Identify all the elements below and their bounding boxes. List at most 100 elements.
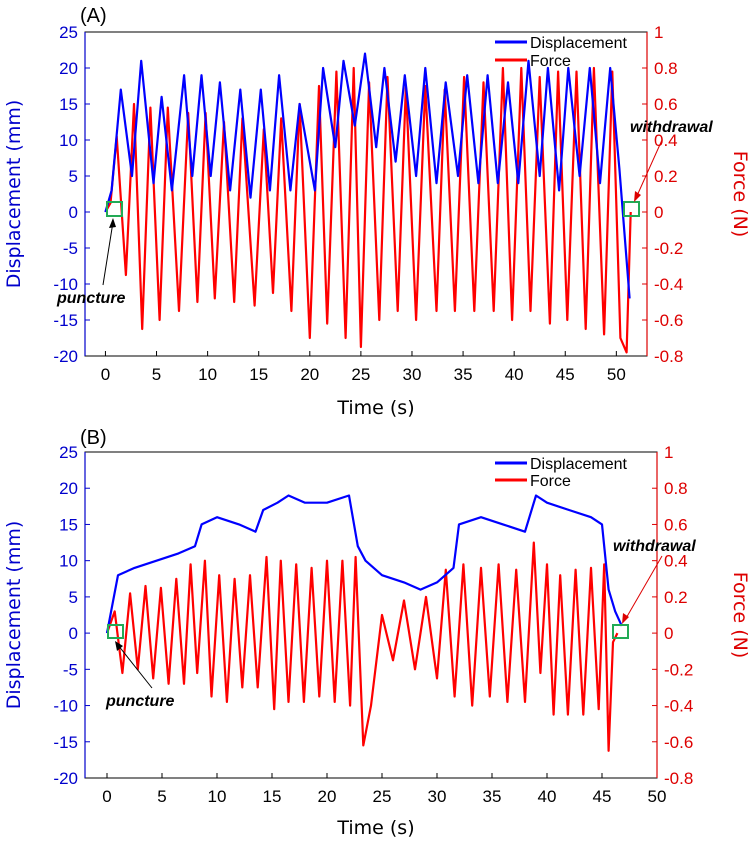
series-line-displacement bbox=[104, 52, 631, 299]
plot-frame bbox=[84, 451, 658, 779]
right-tick-label: 0.4 bbox=[664, 552, 688, 571]
right-tick-label: 0.8 bbox=[664, 479, 688, 498]
right-tick-label: -0.8 bbox=[654, 347, 683, 366]
puncture-marker bbox=[107, 624, 124, 639]
right-tick-label: 0 bbox=[654, 203, 663, 222]
puncture-label: puncture bbox=[105, 693, 175, 710]
annotation-withdrawal: withdrawal bbox=[612, 538, 696, 639]
x-tick-label: 40 bbox=[538, 787, 557, 806]
x-tick-label: 50 bbox=[648, 787, 667, 806]
left-tick-label: -20 bbox=[53, 769, 78, 788]
x-tick-label: 5 bbox=[157, 787, 166, 806]
withdrawal-label: withdrawal bbox=[613, 538, 696, 555]
withdrawal-label: withdrawal bbox=[630, 119, 713, 136]
puncture-arrow-head bbox=[109, 218, 116, 228]
x-tick-label: 30 bbox=[428, 787, 447, 806]
x-tick-label: 35 bbox=[483, 787, 502, 806]
left-tick-label: 20 bbox=[59, 479, 78, 498]
x-tick-label: 15 bbox=[263, 787, 282, 806]
left-tick-label: -10 bbox=[53, 275, 78, 294]
puncture-marker bbox=[106, 201, 123, 217]
right-tick-label: 1 bbox=[664, 443, 673, 462]
x-tick-label: 15 bbox=[249, 365, 268, 384]
puncture-arrow bbox=[117, 644, 153, 689]
x-tick-label: 40 bbox=[505, 365, 524, 384]
legend: Displacement Force bbox=[495, 456, 627, 490]
right-tick-label: -0.2 bbox=[664, 660, 693, 679]
series-line-force bbox=[105, 541, 619, 752]
series-line-force bbox=[104, 66, 632, 354]
left-tick-label: 15 bbox=[59, 515, 78, 534]
y-axis-label-right: Force (N) bbox=[729, 572, 751, 658]
right-tick-label: 1 bbox=[654, 23, 663, 42]
right-tick-label: -0.6 bbox=[654, 311, 683, 330]
legend-label-force: Force bbox=[530, 473, 571, 490]
left-tick-label: 0 bbox=[69, 203, 78, 222]
left-tick-label: 25 bbox=[59, 443, 78, 462]
puncture-arrow bbox=[102, 221, 114, 286]
annotation-puncture: puncture bbox=[105, 624, 175, 710]
right-tick-label: 0.2 bbox=[664, 588, 688, 607]
right-tick-label: 0.6 bbox=[654, 95, 678, 114]
x-tick-labels: 0 5 10 15 20 25 30 35 40 45 50 bbox=[101, 351, 626, 384]
panel-label: (B) bbox=[80, 427, 107, 449]
left-tick-label: -10 bbox=[53, 697, 78, 716]
series-line-displacement bbox=[105, 494, 623, 634]
left-tick-label: -15 bbox=[53, 733, 78, 752]
left-tick-label: 0 bbox=[69, 624, 78, 643]
puncture-arrow-head bbox=[115, 641, 123, 651]
left-tick-label: -5 bbox=[63, 660, 78, 679]
legend-label-displacement: Displacement bbox=[530, 35, 627, 52]
right-tick-label: 0.6 bbox=[664, 515, 688, 534]
withdrawal-arrow bbox=[635, 139, 663, 199]
series-layer bbox=[105, 494, 623, 752]
left-tick-labels: -20 -15 -10 -5 0 5 10 15 20 25 bbox=[53, 23, 90, 366]
withdrawal-marker bbox=[612, 624, 629, 639]
y-axis-label-left: Displacement (mm) bbox=[3, 100, 25, 289]
x-tick-label: 50 bbox=[607, 365, 626, 384]
x-tick-label: 45 bbox=[556, 365, 575, 384]
right-tick-label: 0 bbox=[664, 624, 673, 643]
x-tick-label: 20 bbox=[300, 365, 319, 384]
left-tick-labels: -20 -15 -10 -5 0 5 10 15 20 25 bbox=[53, 443, 90, 788]
panel-label: (A) bbox=[80, 5, 107, 27]
puncture-label: puncture bbox=[56, 290, 126, 307]
x-tick-label: 0 bbox=[102, 787, 111, 806]
right-tick-label: -0.8 bbox=[664, 769, 693, 788]
left-tick-label: 10 bbox=[59, 552, 78, 571]
x-tick-label: 25 bbox=[351, 365, 370, 384]
annotation-withdrawal: withdrawal bbox=[623, 119, 713, 217]
x-tick-label: 30 bbox=[403, 365, 422, 384]
right-tick-label: 0.2 bbox=[654, 167, 678, 186]
x-tick-label: 10 bbox=[208, 787, 227, 806]
withdrawal-arrow-head bbox=[634, 191, 641, 202]
x-tick-label: 35 bbox=[454, 365, 473, 384]
right-tick-label: -0.4 bbox=[654, 275, 683, 294]
left-tick-label: 10 bbox=[59, 131, 78, 150]
withdrawal-arrow-head bbox=[622, 613, 629, 624]
right-tick-labels: -0.8-0.6-0.4-0.200.20.40.60.81 bbox=[642, 23, 683, 366]
y-axis-label-left: Displacement (mm) bbox=[3, 521, 25, 710]
right-tick-labels: -0.8-0.6-0.4-0.200.20.40.60.81 bbox=[652, 443, 693, 788]
legend: Displacement Force bbox=[495, 35, 627, 70]
left-tick-label: 5 bbox=[69, 167, 78, 186]
withdrawal-marker bbox=[623, 201, 640, 217]
x-tick-labels: 0 5 10 15 20 25 30 35 40 45 50 bbox=[102, 773, 666, 806]
right-tick-label: -0.2 bbox=[654, 239, 683, 258]
x-tick-label: 25 bbox=[373, 787, 392, 806]
x-tick-label: 5 bbox=[152, 365, 161, 384]
left-tick-label: 5 bbox=[69, 588, 78, 607]
x-tick-label: 45 bbox=[593, 787, 612, 806]
left-tick-label: 25 bbox=[59, 23, 78, 42]
left-tick-label: 20 bbox=[59, 59, 78, 78]
annotation-puncture: puncture bbox=[56, 201, 126, 307]
x-axis-label: Time (s) bbox=[336, 817, 414, 839]
withdrawal-arrow bbox=[624, 555, 663, 621]
x-axis-label: Time (s) bbox=[336, 397, 414, 419]
right-tick-label: 0.8 bbox=[654, 59, 678, 78]
x-tick-label: 20 bbox=[318, 787, 337, 806]
right-tick-label: -0.6 bbox=[664, 733, 693, 752]
